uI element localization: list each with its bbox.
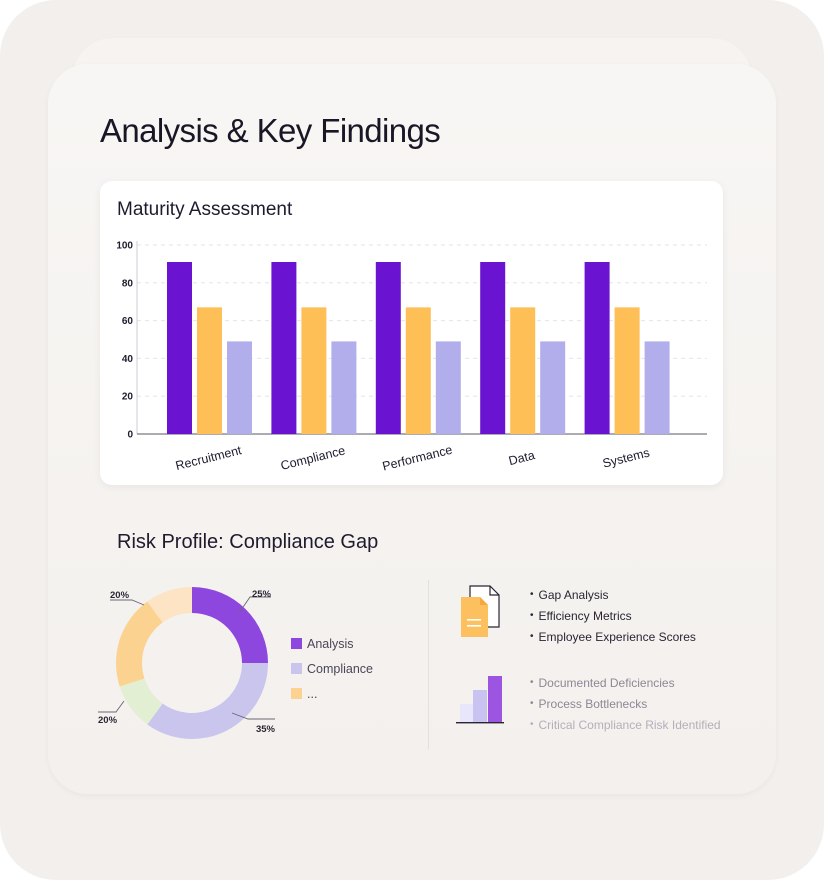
bullet-icon: •: [530, 719, 534, 730]
findings-list-primary: • Gap Analysis • Efficiency Metrics • Emplo…: [530, 584, 696, 647]
finding-item: • Efficiency Metrics: [530, 605, 696, 626]
x-tick-label: Compliance: [279, 443, 346, 473]
leader-line: [231, 712, 275, 720]
bar-compliance-1: [271, 262, 297, 434]
bar-performance-1: [375, 262, 401, 434]
bullet-icon: •: [530, 677, 534, 688]
x-tick-label: Systems: [601, 446, 651, 471]
x-tick-label: Performance: [381, 443, 454, 474]
finding-item: • Process Bottlenecks: [530, 693, 721, 714]
leader-line: [238, 596, 271, 614]
legend-swatch: [291, 663, 302, 674]
donut-legend: Analysis Compliance ...: [291, 631, 373, 706]
finding-item: • Employee Experience Scores: [530, 626, 696, 647]
bar-performance-2: [405, 307, 431, 434]
legend-label: Analysis: [307, 636, 354, 651]
maturity-chart-card: Maturity Assessment 0 20 40 60 80 100 Recruitm…: [100, 181, 723, 485]
leader-line: [110, 599, 145, 606]
legend-swatch: [291, 638, 302, 649]
legend-label: Compliance: [307, 661, 374, 676]
legend-swatch: [291, 688, 302, 699]
bar-data-2: [510, 307, 536, 434]
bar-chart-icon: [456, 676, 504, 724]
finding-label: Gap Analysis: [538, 587, 609, 602]
y-tick-label: 60: [122, 316, 134, 327]
bar-data-1: [480, 262, 506, 434]
finding-item: • Documented Deficiencies: [530, 672, 721, 693]
donut-data-label: 20%: [110, 590, 130, 601]
y-tick-label: 100: [116, 241, 133, 252]
finding-label: Documented Deficiencies: [538, 675, 675, 690]
bullet-icon: •: [530, 610, 534, 621]
finding-label: Process Bottlenecks: [538, 696, 648, 711]
leader-line: [98, 700, 125, 713]
bullet-icon: •: [530, 698, 534, 709]
bar-systems-1: [584, 262, 610, 434]
donut-data-label: 25%: [252, 589, 272, 600]
bar-data-3: [540, 341, 566, 434]
legend-item-compliance: Compliance: [291, 656, 373, 681]
chart-title: Maturity Assessment: [117, 199, 293, 220]
x-tick-label: Recruitment: [174, 443, 243, 473]
donut-data-label: 35%: [256, 724, 276, 735]
bar-systems-3: [644, 341, 670, 434]
document-icon: [461, 585, 500, 637]
bullet-icon: •: [530, 631, 534, 642]
finding-label: Employee Experience Scores: [538, 629, 696, 644]
legend-item-more: ...: [291, 681, 373, 706]
bar-recruitment-1: [167, 262, 192, 434]
bar-compliance-2: [301, 307, 327, 434]
bar-performance-3: [435, 341, 461, 434]
x-tick-label: Data: [507, 448, 536, 468]
page-title: Analysis & Key Findings: [100, 112, 441, 149]
risk-profile-title: Risk Profile: Compliance Gap: [117, 531, 379, 553]
legend-item-analysis: Analysis: [291, 631, 373, 656]
y-tick-label: 80: [122, 278, 134, 289]
finding-label: Efficiency Metrics: [538, 608, 632, 623]
bar-compliance-3: [331, 341, 357, 434]
legend-label: ...: [307, 686, 318, 701]
risk-donut-chart: 25% 35% 20% 20%: [98, 587, 276, 739]
donut-slice-2: [147, 663, 268, 739]
vertical-divider: [428, 580, 429, 750]
finding-item: • Critical Compliance Risk Identified: [530, 714, 721, 735]
bar-recruitment-3: [227, 341, 252, 434]
y-tick-label: 40: [122, 354, 134, 365]
donut-slice-1: [192, 587, 268, 663]
donut-slice-5: [147, 587, 192, 623]
bar-systems-2: [614, 307, 640, 434]
bullet-icon: •: [530, 589, 534, 600]
maturity-bar-chart: 0 20 40 60 80 100 Recruitment Compliance Perform…: [116, 241, 707, 474]
finding-item: • Gap Analysis: [530, 584, 696, 605]
donut-slice-3: [119, 678, 163, 725]
findings-list-secondary: • Documented Deficiencies • Process Bottle…: [530, 672, 721, 735]
bar-recruitment-2: [197, 307, 222, 434]
y-tick-label: 20: [122, 392, 134, 403]
donut-data-label: 20%: [98, 715, 118, 726]
finding-label: Critical Compliance Risk Identified: [538, 717, 721, 732]
y-tick-label: 0: [127, 430, 133, 441]
donut-slice-4: [116, 601, 163, 687]
